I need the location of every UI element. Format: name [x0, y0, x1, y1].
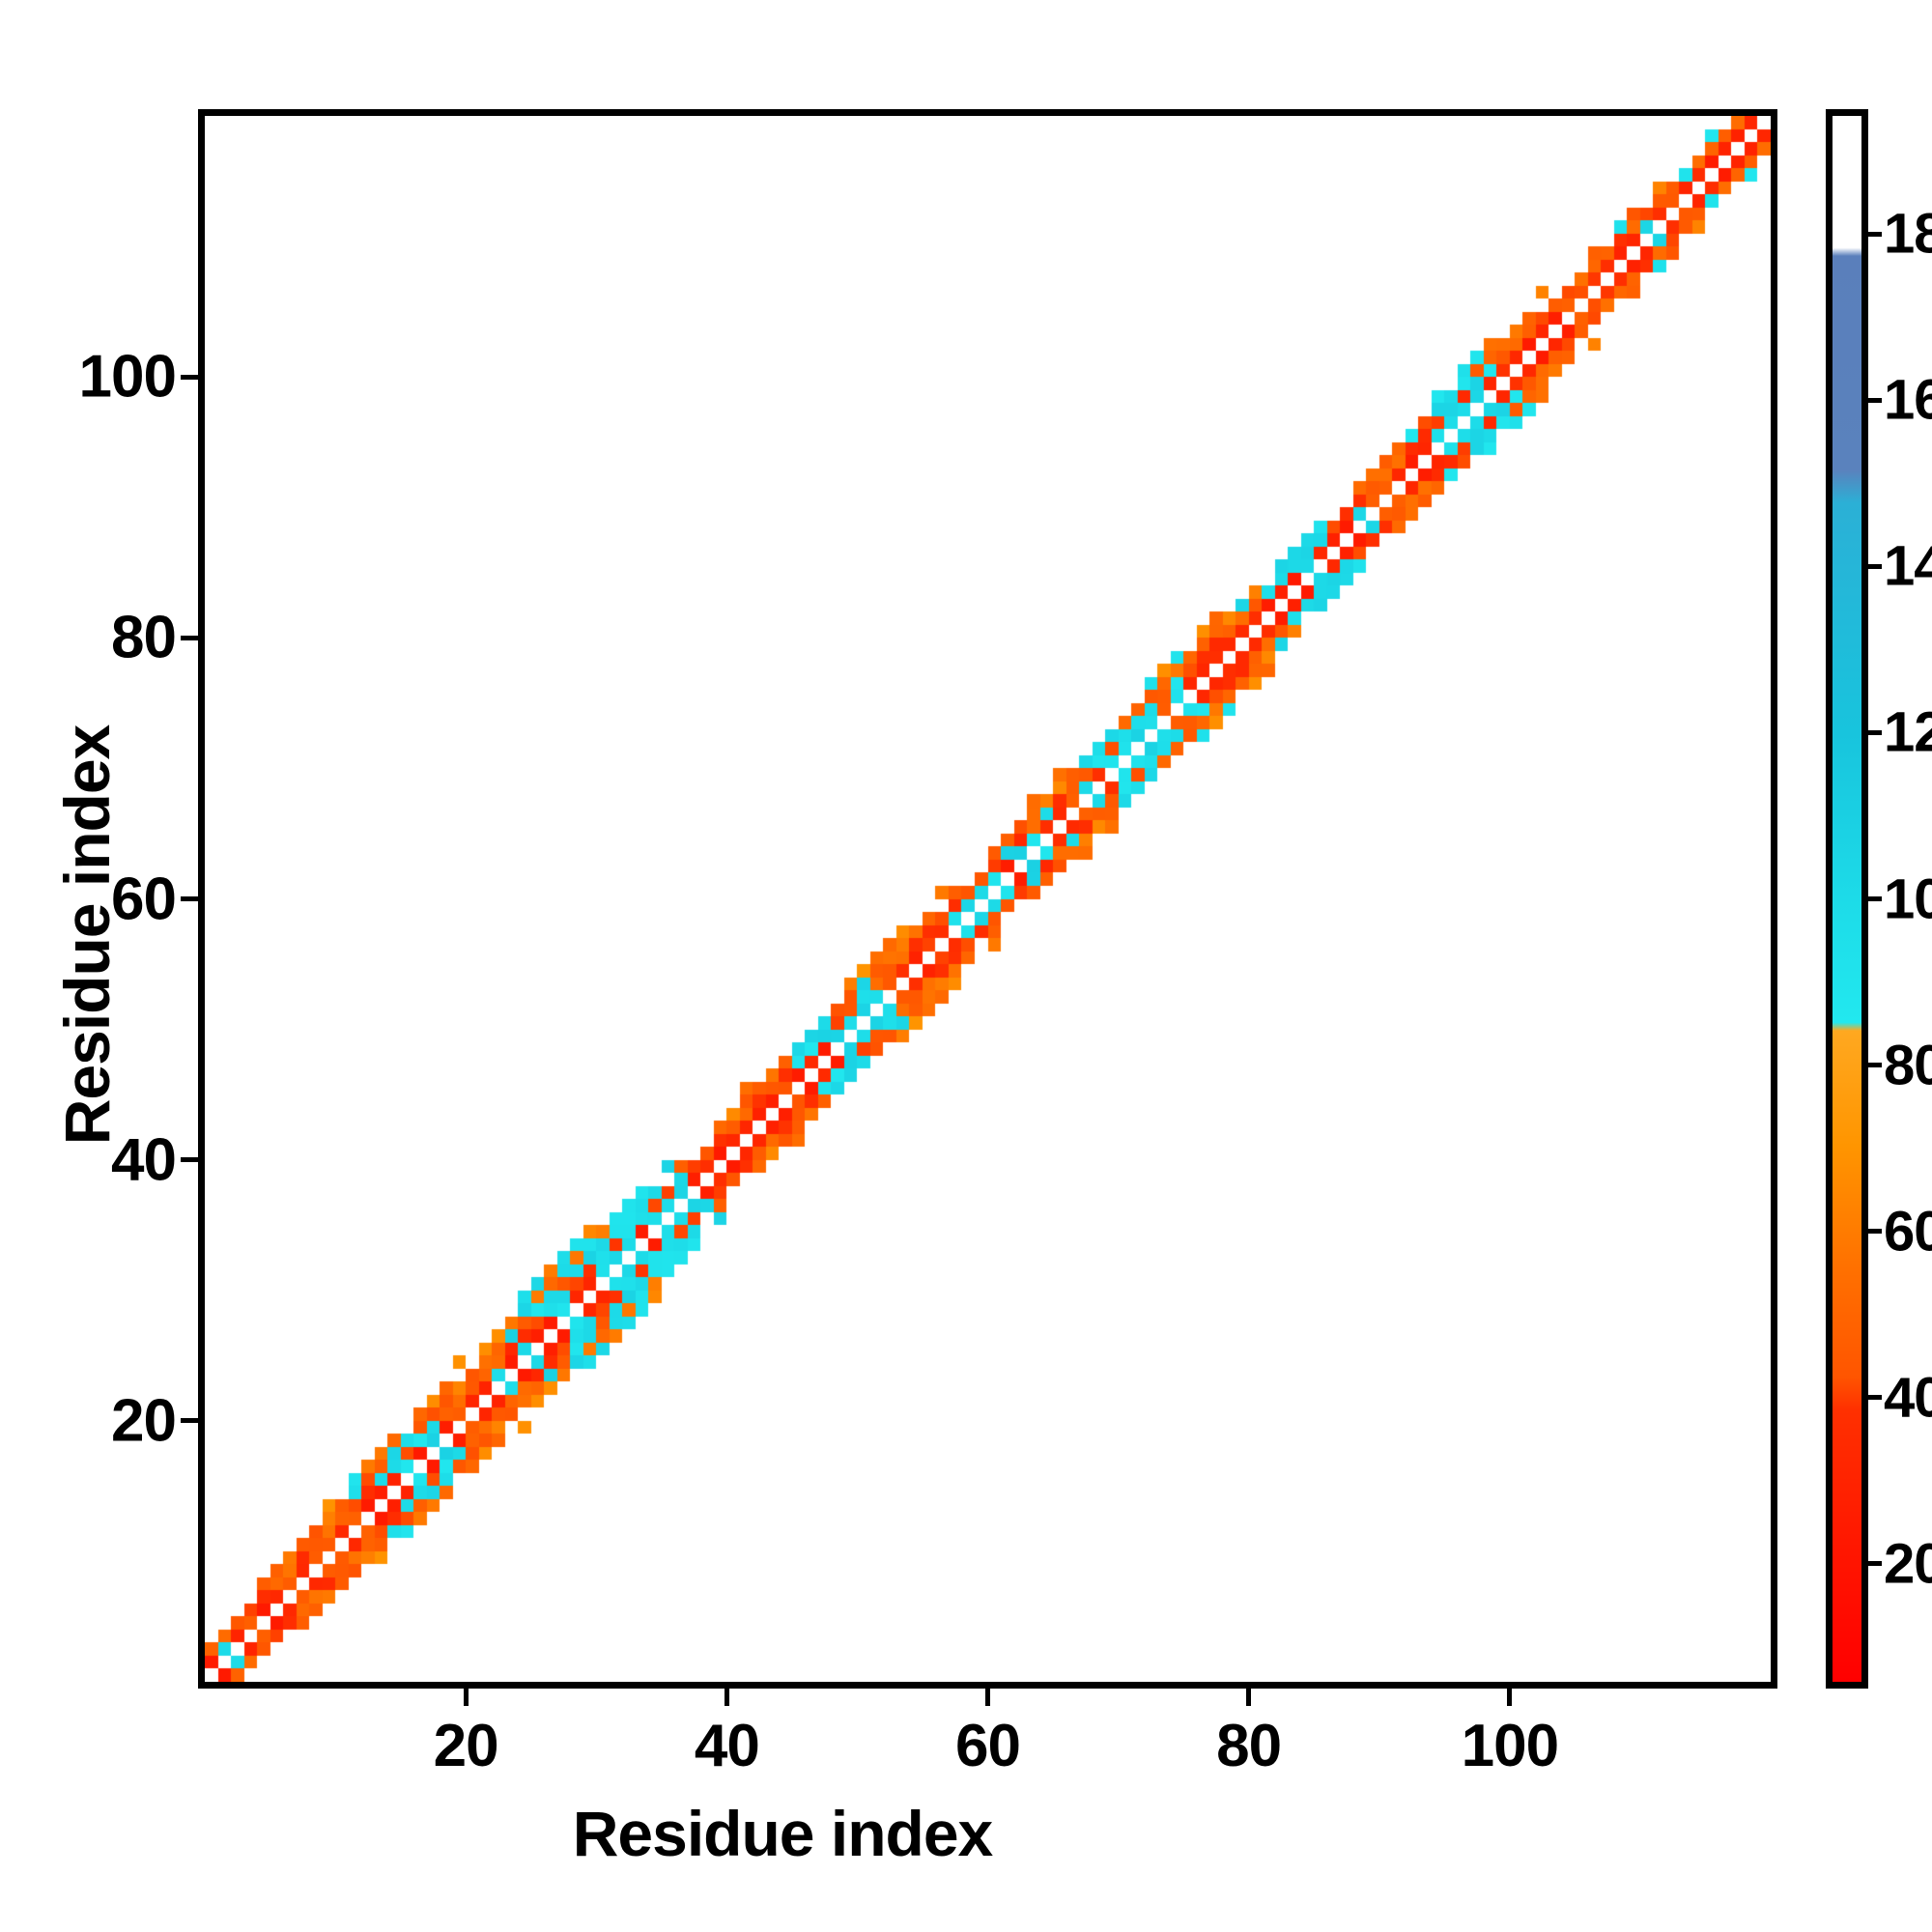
- y-tick-label: 40: [111, 1126, 177, 1194]
- colorbar-tick-label: 60: [1884, 1200, 1932, 1264]
- colorbar: [1826, 109, 1868, 1689]
- x-tick-mark: [463, 1689, 469, 1706]
- x-tick-mark: [985, 1689, 990, 1706]
- colorbar-tick-mark: [1868, 1561, 1882, 1567]
- colorbar-tick-mark: [1868, 231, 1882, 237]
- colorbar-tick-mark: [1868, 563, 1882, 569]
- colorbar-tick-mark: [1868, 1063, 1882, 1068]
- y-tick-label: 100: [78, 343, 177, 411]
- colorbar-tick-label: 80: [1884, 1034, 1932, 1097]
- x-tick-mark: [1246, 1689, 1252, 1706]
- colorbar-tick-label: 40: [1884, 1366, 1932, 1430]
- x-tick-label: 40: [694, 1713, 760, 1779]
- x-axis-title: Residue index: [0, 1797, 1932, 1870]
- x-tick-label: 100: [1461, 1713, 1559, 1779]
- colorbar-tick-mark: [1868, 729, 1882, 735]
- heatmap-plot-area: [198, 109, 1777, 1689]
- colorbar-tick-mark: [1868, 896, 1882, 901]
- y-axis-title: Residue index: [51, 724, 123, 1146]
- y-tick-label: 80: [111, 604, 177, 671]
- y-tick-label: 20: [111, 1387, 177, 1455]
- colorbar-tick-label: 100: [1884, 867, 1932, 930]
- colorbar-tick-label: 160: [1884, 368, 1932, 432]
- colorbar-body: [1826, 109, 1868, 1689]
- colorbar-tick-label: 20: [1884, 1532, 1932, 1596]
- y-tick-mark: [181, 1157, 198, 1163]
- x-tick-mark: [724, 1689, 729, 1706]
- y-tick-mark: [181, 896, 198, 901]
- heatmap-canvas: [205, 116, 1771, 1682]
- colorbar-tick-mark: [1868, 397, 1882, 403]
- x-tick-label: 20: [433, 1713, 499, 1779]
- x-tick-label: 80: [1216, 1713, 1282, 1779]
- colorbar-tick-label: 140: [1884, 534, 1932, 598]
- colorbar-tick-label: 120: [1884, 700, 1932, 764]
- colorbar-tick-mark: [1868, 1395, 1882, 1401]
- y-tick-mark: [181, 635, 198, 640]
- x-tick-mark: [1507, 1689, 1513, 1706]
- y-tick-mark: [181, 1418, 198, 1424]
- x-axis-title-text: Residue index: [572, 1798, 993, 1869]
- y-tick-label: 60: [111, 866, 177, 932]
- colorbar-tick-mark: [1868, 1229, 1882, 1235]
- colorbar-gradient: [1833, 116, 1861, 1682]
- y-tick-mark: [181, 374, 198, 380]
- colorbar-tick-label: 180: [1884, 202, 1932, 266]
- x-tick-label: 60: [955, 1713, 1021, 1779]
